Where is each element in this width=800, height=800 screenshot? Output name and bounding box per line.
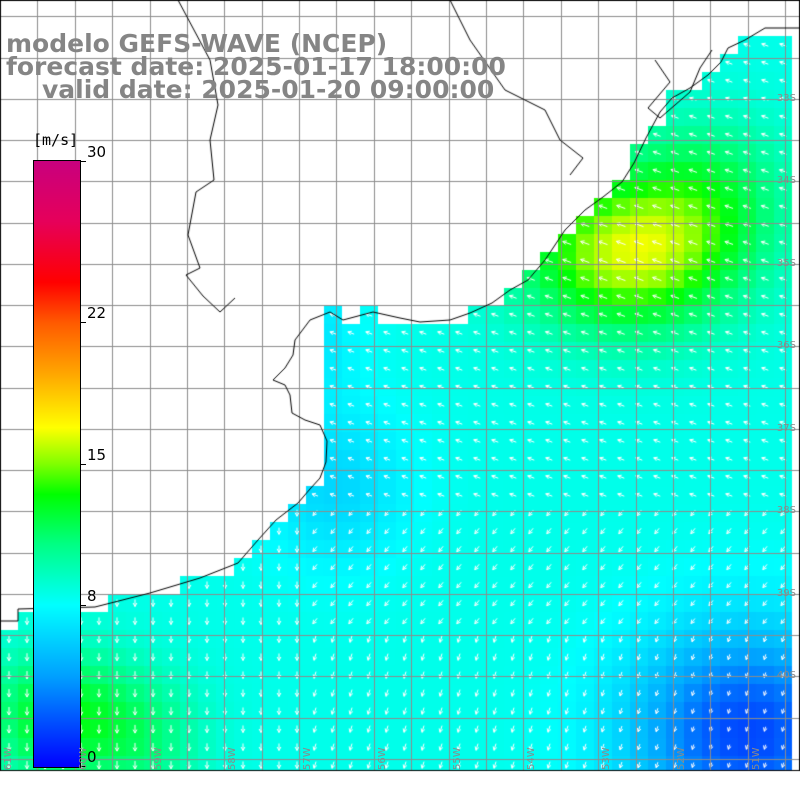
longitude-label: 58W (227, 747, 238, 770)
latitude-label: 33S (776, 93, 796, 104)
colorbar-tickmark (80, 464, 86, 465)
longitude-label: 60W (78, 747, 89, 770)
model-title: modelo GEFS-WAVE (NCEP) (6, 29, 388, 58)
valid-date: valid date: 2025-01-20 09:00:00 (42, 75, 495, 104)
colorbar-tickmark (80, 605, 86, 606)
longitude-label: 53W (601, 747, 612, 770)
latitude-label: 37S (776, 423, 796, 434)
latitude-label: 36S (776, 340, 796, 351)
forecast-date: forecast date: 2025-01-17 18:00:00 (6, 52, 506, 81)
longitude-label: 54W (526, 747, 537, 770)
colorbar (33, 160, 81, 768)
longitude-label: 55W (452, 747, 463, 770)
latitude-label: 35S (776, 258, 796, 269)
latitude-label: 34S (776, 175, 796, 186)
colorbar-tick-label: 30 (87, 143, 107, 161)
colorbar-tick-label: 8 (87, 587, 97, 605)
latitude-label: 40S (776, 670, 796, 681)
longitude-label: 56W (377, 747, 388, 770)
latitude-label: 39S (776, 588, 796, 599)
colorbar-tick-label: 0 (87, 748, 97, 766)
colorbar-tickmark (80, 322, 86, 323)
colorbar-tick-label: 15 (87, 446, 107, 464)
longitude-label: 51W (751, 747, 762, 770)
colorbar-tick-label: 22 (87, 304, 107, 322)
colorbar-tickmark (80, 766, 86, 767)
longitude-label: 57W (302, 747, 313, 770)
longitude-label: 52W (676, 747, 687, 770)
longitude-label: 61W (3, 747, 14, 770)
longitude-label: 59W (153, 747, 164, 770)
colorbar-tickmark (80, 161, 86, 162)
colorbar-units: [m/s] (33, 131, 79, 149)
latitude-label: 38S (776, 505, 796, 516)
